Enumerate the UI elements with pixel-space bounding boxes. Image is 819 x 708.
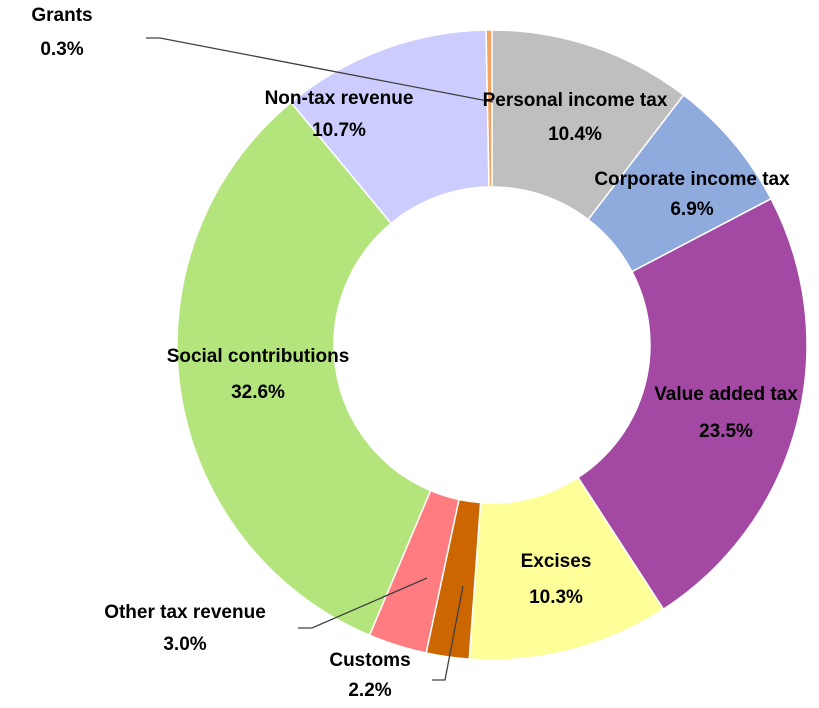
slice-social-contributions: [176, 101, 432, 637]
slice-label-non-tax-revenue: Non-tax revenue: [265, 88, 414, 109]
donut-slices: [176, 29, 808, 661]
leader-line-other-tax-revenue: [298, 577, 428, 629]
slice-value-corporate-income-tax: 6.9%: [670, 199, 713, 220]
slice-value-social-contributions: 32.6%: [231, 382, 285, 403]
slice-labels: Personal income tax 10.4% Corporate income…: [31, 5, 798, 701]
slice-label-excises: Excises: [521, 551, 592, 572]
slice-value-added-tax: [576, 197, 808, 611]
slice-label-corporate-income-tax: Corporate income tax: [594, 169, 790, 190]
slice-value-grants: 0.3%: [40, 39, 83, 60]
slice-label-grants: Grants: [31, 5, 92, 26]
slice-label-customs: Customs: [329, 650, 410, 671]
slice-value-value-added-tax: 23.5%: [699, 421, 753, 442]
slice-label-personal-income-tax: Personal income tax: [483, 90, 668, 111]
slice-label-social-contributions: Social contributions: [167, 346, 350, 367]
slice-label-other-tax-revenue: Other tax revenue: [104, 602, 266, 623]
slice-value-excises: 10.3%: [529, 587, 583, 608]
slice-grants: [485, 29, 493, 188]
slice-value-customs: 2.2%: [348, 680, 391, 701]
slice-value-non-tax-revenue: 10.7%: [312, 120, 366, 141]
slice-value-personal-income-tax: 10.4%: [548, 124, 602, 145]
slice-label-value-added-tax: Value added tax: [654, 384, 798, 405]
leader-lines: [146, 37, 494, 681]
leader-line-customs: [432, 585, 464, 681]
leader-line-grants: [146, 37, 494, 103]
slice-value-other-tax-revenue: 3.0%: [163, 634, 206, 655]
